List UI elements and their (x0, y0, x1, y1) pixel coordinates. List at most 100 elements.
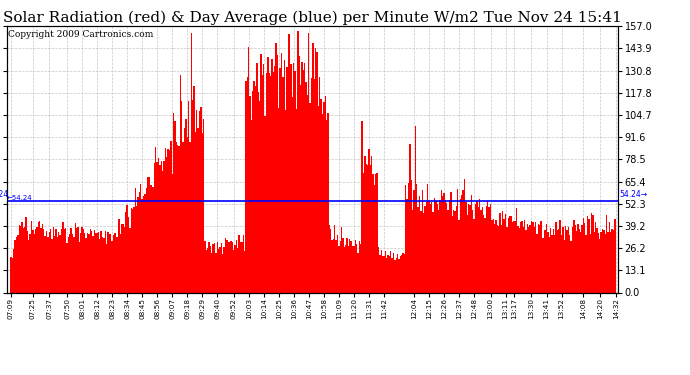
Bar (415, 126, 416, 292)
Bar (453, 210, 454, 292)
Bar (326, 120, 327, 292)
Bar (549, 237, 550, 292)
Bar (292, 97, 293, 292)
Bar (185, 119, 186, 292)
Bar (233, 250, 235, 292)
Bar (299, 56, 300, 292)
Bar (217, 242, 218, 292)
Bar (68, 237, 69, 292)
Bar (493, 219, 494, 292)
Bar (201, 134, 203, 292)
Bar (355, 240, 356, 292)
Bar (46, 231, 47, 292)
Bar (177, 145, 178, 292)
Bar (501, 225, 502, 292)
Bar (101, 231, 102, 292)
Bar (554, 235, 555, 292)
Bar (412, 210, 413, 292)
Bar (111, 241, 112, 292)
Bar (538, 224, 539, 292)
Bar (515, 221, 516, 292)
Bar (161, 160, 162, 292)
Bar (338, 246, 339, 292)
Bar (155, 147, 157, 292)
Bar (30, 234, 31, 292)
Bar (44, 236, 46, 292)
Bar (157, 162, 158, 292)
Bar (224, 247, 225, 292)
Bar (531, 221, 532, 292)
Bar (190, 33, 192, 292)
Bar (308, 33, 310, 292)
Bar (409, 144, 411, 292)
Bar (284, 60, 285, 292)
Bar (561, 235, 562, 292)
Bar (461, 195, 462, 292)
Bar (69, 234, 70, 292)
Bar (76, 228, 77, 292)
Bar (210, 246, 211, 292)
Bar (431, 201, 433, 292)
Bar (584, 223, 585, 292)
Bar (480, 210, 482, 292)
Bar (169, 150, 170, 292)
Bar (130, 209, 132, 292)
Bar (63, 230, 65, 292)
Bar (286, 67, 288, 292)
Bar (179, 75, 181, 292)
Bar (551, 235, 553, 292)
Bar (564, 240, 565, 292)
Bar (225, 238, 226, 292)
Bar (61, 229, 62, 292)
Bar (526, 224, 528, 292)
Bar (473, 219, 475, 292)
Bar (277, 54, 278, 292)
Bar (83, 230, 84, 292)
Bar (513, 221, 515, 292)
Bar (263, 64, 264, 292)
Bar (228, 242, 229, 292)
Bar (189, 142, 190, 292)
Bar (401, 255, 402, 292)
Bar (525, 230, 526, 292)
Bar (571, 241, 572, 292)
Bar (328, 225, 330, 292)
Bar (197, 128, 199, 292)
Bar (595, 222, 596, 292)
Bar (58, 232, 59, 292)
Bar (285, 110, 286, 292)
Bar (72, 234, 73, 292)
Bar (572, 227, 573, 292)
Bar (34, 234, 35, 292)
Bar (14, 240, 16, 292)
Bar (315, 48, 316, 292)
Bar (88, 234, 90, 292)
Bar (124, 227, 125, 292)
Bar (391, 258, 393, 292)
Bar (97, 233, 98, 292)
Bar (427, 184, 428, 292)
Bar (544, 231, 546, 292)
Bar (460, 199, 461, 292)
Bar (363, 173, 364, 292)
Bar (290, 63, 292, 292)
Bar (455, 206, 457, 292)
Bar (244, 251, 245, 292)
Bar (565, 226, 566, 292)
Bar (119, 234, 121, 292)
Bar (94, 230, 95, 292)
Bar (48, 232, 50, 292)
Bar (580, 232, 582, 292)
Bar (323, 102, 324, 292)
Bar (24, 227, 26, 292)
Bar (497, 225, 498, 292)
Bar (505, 213, 506, 292)
Bar (140, 184, 141, 292)
Bar (211, 253, 213, 292)
Bar (178, 146, 179, 292)
Bar (243, 234, 244, 292)
Bar (279, 68, 281, 292)
Bar (373, 174, 374, 292)
Bar (128, 217, 129, 292)
Bar (195, 132, 196, 292)
